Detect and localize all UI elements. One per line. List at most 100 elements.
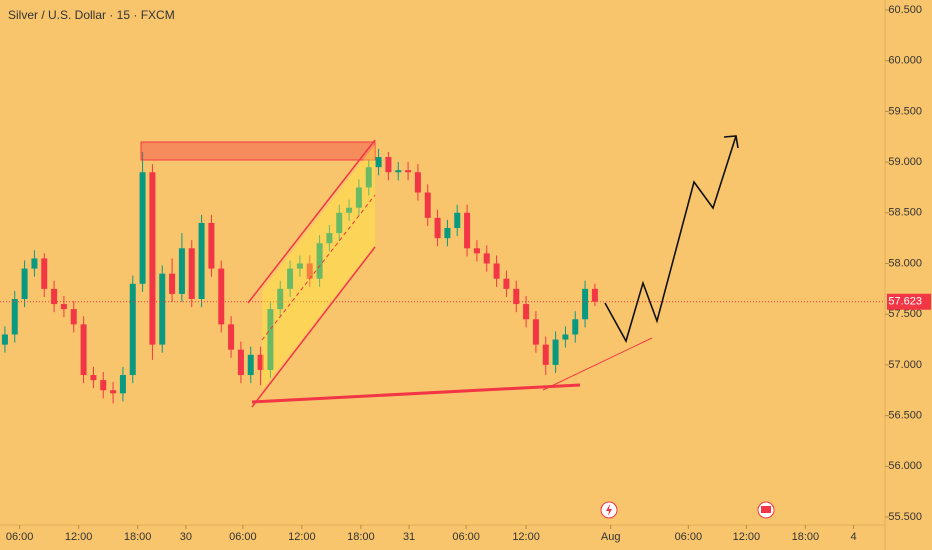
y-tick-label: 55.500	[888, 511, 922, 523]
candle-body	[405, 170, 412, 173]
y-tick-label: 56.500	[888, 410, 922, 422]
candle-body	[424, 192, 431, 218]
y-tick-label: 58.500	[888, 207, 922, 219]
candle-body	[11, 298, 18, 335]
y-tick-label: 59.000	[888, 156, 922, 168]
candle-body	[237, 349, 244, 376]
candle-body	[306, 263, 313, 279]
resistance-zone	[140, 141, 376, 161]
chart-title: Silver / U.S. Dollar · 15 · FXCM	[8, 8, 175, 22]
x-tick-label: 12:00	[512, 531, 540, 543]
candle-body	[473, 248, 480, 254]
candle-body	[355, 187, 362, 208]
candle-body	[110, 390, 117, 394]
x-tick-label: 12:00	[733, 531, 761, 543]
candle-body	[80, 324, 87, 376]
candle-body	[572, 319, 579, 335]
candle-body	[178, 248, 185, 294]
channel-lower	[251, 246, 376, 408]
candle-body	[129, 283, 136, 376]
x-tick-label: 12:00	[288, 531, 316, 543]
candle-body	[31, 258, 38, 269]
candle-body	[375, 157, 382, 168]
candle-body	[532, 319, 539, 345]
candle-body	[385, 157, 392, 173]
channel-upper	[247, 139, 376, 304]
channel-mid	[261, 194, 376, 341]
candle-body	[365, 167, 372, 188]
candle-body	[169, 273, 176, 294]
candle-body	[188, 248, 195, 299]
candle-body	[139, 172, 146, 284]
candle-body	[493, 263, 500, 279]
x-tick-label: 06:00	[452, 531, 480, 543]
candle-body	[21, 268, 28, 299]
y-tick-label: 56.000	[888, 460, 922, 472]
drawings	[140, 135, 775, 519]
x-tick-label: 18:00	[124, 531, 152, 543]
x-tick-label: 18:00	[347, 531, 375, 543]
candle-body	[208, 222, 215, 269]
candle-body	[434, 217, 441, 239]
y-tick-label: 60.000	[888, 55, 922, 67]
y-tick-label: 58.000	[888, 257, 922, 269]
x-tick-label: 06:00	[6, 531, 34, 543]
candle-body	[542, 344, 549, 365]
candle-body	[100, 380, 107, 391]
candle-body	[414, 172, 421, 193]
candle-body	[277, 288, 284, 310]
candle-body	[51, 288, 58, 305]
candle-body	[503, 278, 510, 289]
candle-body	[41, 258, 48, 289]
candle-body	[159, 273, 166, 345]
support-line	[251, 383, 581, 404]
candle-body	[149, 172, 156, 345]
candle-body	[247, 354, 254, 376]
candle-body	[513, 288, 520, 305]
candle-body	[60, 304, 67, 310]
last-price-tag	[887, 293, 931, 310]
trend-line	[542, 337, 653, 391]
projection-arrow	[723, 135, 739, 149]
candle-body	[198, 222, 205, 299]
x-tick-label: 06:00	[675, 531, 703, 543]
candle-body	[523, 304, 530, 320]
projection-path	[604, 135, 737, 344]
candle-body	[591, 288, 598, 302]
candle-body	[296, 263, 303, 269]
x-tick-label: 12:00	[65, 531, 93, 543]
y-tick-label: 57.500	[888, 308, 922, 320]
candle-body	[228, 324, 235, 350]
flag-shape	[761, 506, 771, 513]
candle-body	[444, 228, 451, 239]
candle-body	[326, 233, 333, 244]
lightning-icon	[606, 504, 612, 516]
candle-body	[454, 212, 461, 229]
x-tick-label: 18:00	[792, 531, 820, 543]
candle-body	[70, 309, 77, 325]
candle-body	[287, 268, 294, 289]
candle-body	[483, 253, 490, 264]
candle-body	[346, 207, 353, 213]
x-tick-label: 30	[180, 531, 192, 543]
candle-body	[257, 354, 264, 370]
candle-body	[218, 268, 225, 325]
candle-body	[552, 339, 559, 365]
x-tick-label: 31	[403, 531, 415, 543]
x-tick-label: 06:00	[229, 531, 257, 543]
candle-body	[395, 170, 402, 173]
candle-body	[582, 288, 589, 320]
y-tick-label: 57.000	[888, 359, 922, 371]
last-price-label: 57.623	[888, 296, 922, 308]
x-tick-label: Aug	[601, 531, 621, 543]
candle-body	[1, 334, 8, 345]
y-tick-label: 59.500	[888, 105, 922, 117]
candle-body	[267, 309, 274, 370]
candle-body	[90, 375, 97, 381]
y-tick-label: 60.500	[888, 4, 922, 16]
candle-body	[562, 334, 569, 340]
candle-body	[336, 212, 343, 234]
x-tick-label: 4	[850, 531, 856, 543]
